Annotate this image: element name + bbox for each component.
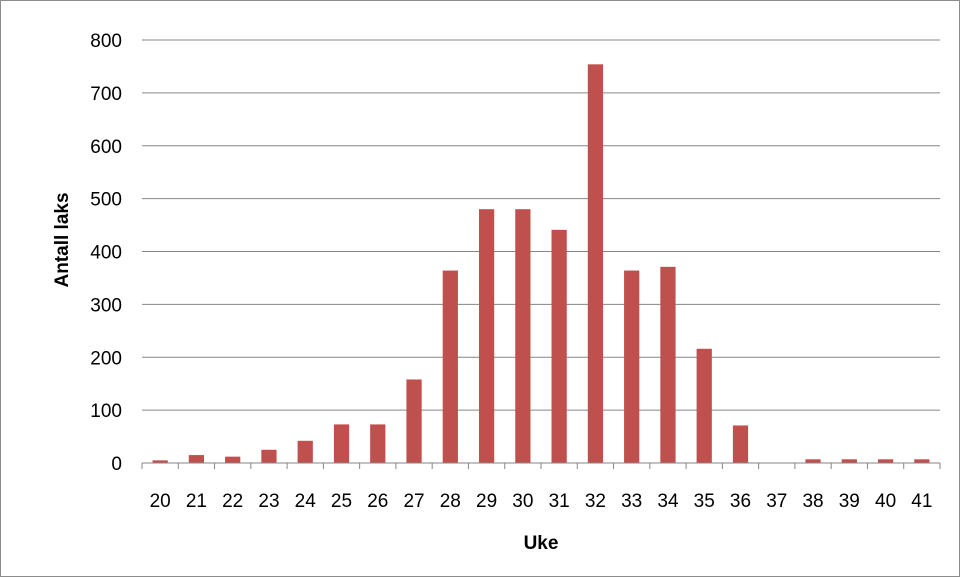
bar-week-27 [406, 379, 422, 463]
x-axis-title: Uke [524, 533, 559, 554]
bar-week-41 [914, 459, 930, 463]
x-tick-label: 21 [186, 491, 207, 512]
y-tick-label: 100 [90, 401, 122, 422]
y-tick-label: 0 [111, 454, 122, 475]
bar-week-39 [841, 459, 857, 463]
x-tick-label: 27 [403, 491, 424, 512]
x-tick-label: 36 [730, 491, 751, 512]
y-tick-label: 800 [90, 31, 122, 52]
bar-week-40 [877, 459, 894, 463]
y-tick-label: 400 [90, 243, 122, 264]
bar-week-26 [370, 424, 386, 463]
bar-week-30 [515, 209, 531, 463]
x-tick-label: 31 [549, 491, 570, 512]
x-tick-label: 41 [911, 491, 932, 512]
bar-week-21 [188, 455, 205, 463]
y-tick-label: 300 [90, 295, 122, 316]
bar-week-23 [261, 449, 277, 463]
x-tick-label: 32 [585, 491, 606, 512]
bar-week-34 [660, 266, 676, 463]
bar-week-24 [297, 440, 313, 463]
bars [152, 64, 930, 463]
bar-week-28 [442, 270, 458, 463]
x-tick-label: 24 [295, 491, 317, 512]
x-tick-label: 34 [657, 491, 679, 512]
bar-week-32 [587, 64, 604, 463]
bar-week-25 [333, 424, 350, 463]
bar-week-20 [152, 460, 168, 463]
x-tick-label: 33 [621, 491, 642, 512]
y-axis-title: Antall laks [52, 192, 73, 287]
x-tick-label: 23 [258, 491, 279, 512]
x-axis-ticks: 20 21 22 23 24 25 26 27 28 29 30 31 32 33 34 35 36 37 38 39… [141, 463, 941, 512]
x-tick-label: 29 [476, 491, 497, 512]
x-tick-label: 22 [222, 491, 243, 512]
y-axis-ticks: 0 100 200 300 400 500 600 700 800 [90, 31, 122, 475]
x-tick-label: 38 [802, 491, 823, 512]
y-tick-label: 700 [90, 84, 122, 105]
x-tick-label: 20 [150, 491, 171, 512]
gridlines [142, 39, 940, 411]
bar-week-31 [551, 229, 567, 463]
x-tick-label: 25 [331, 491, 352, 512]
x-tick-label: 35 [694, 491, 715, 512]
bar-week-33 [624, 270, 640, 463]
bar-week-29 [478, 209, 495, 463]
x-tick-label: 39 [839, 491, 860, 512]
x-tick-label: 37 [766, 491, 787, 512]
bar-week-38 [805, 459, 821, 463]
y-tick-label: 600 [90, 137, 122, 158]
x-tick-label: 30 [512, 491, 533, 512]
x-tick-label: 40 [875, 491, 896, 512]
bar-week-22 [225, 456, 241, 463]
x-tick-label: 26 [367, 491, 388, 512]
bar-week-36 [732, 425, 749, 463]
y-tick-label: 500 [90, 190, 122, 211]
bar-week-35 [696, 348, 712, 463]
x-tick-label: 28 [440, 491, 461, 512]
y-tick-label: 200 [90, 348, 122, 369]
